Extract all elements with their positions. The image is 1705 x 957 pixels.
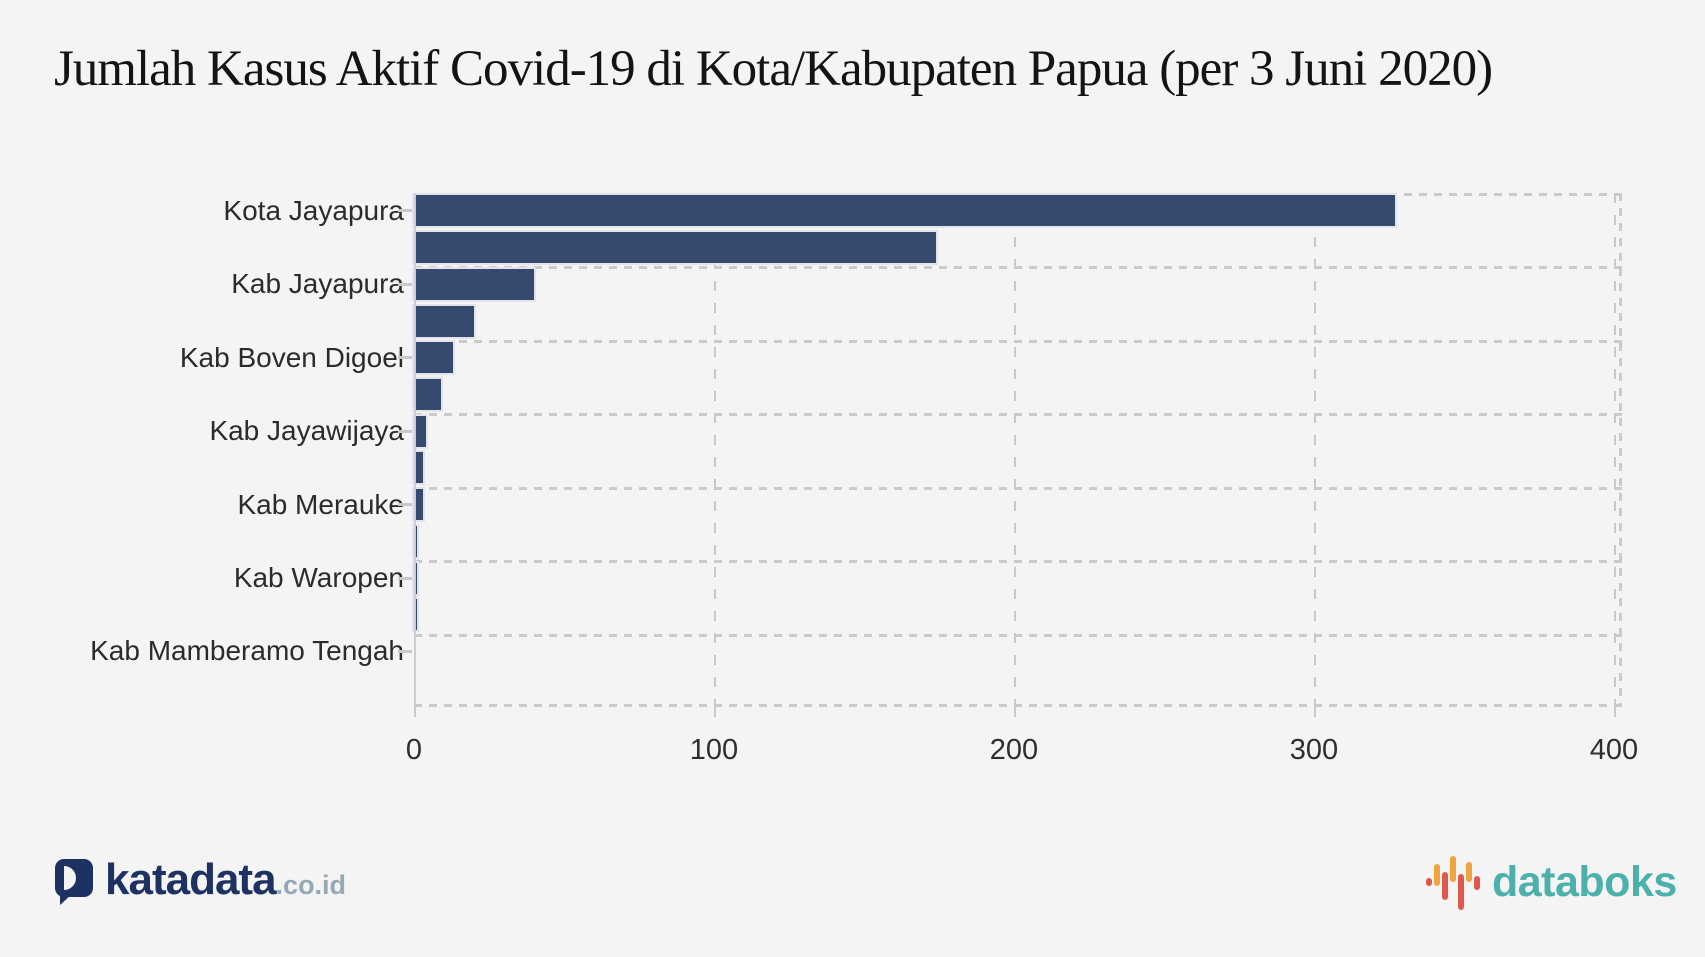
katadata-logo[interactable]: katadata.co.id [55, 854, 347, 908]
category-separator [414, 486, 1622, 490]
y-axis-tick [398, 209, 412, 213]
y-axis-tick [398, 576, 412, 580]
bar-kab-jayawijaya [414, 415, 426, 447]
bar-row-2 [414, 232, 936, 264]
x-axis-tick [1614, 707, 1616, 717]
bar-row-4 [414, 305, 474, 337]
x-axis-tick-label: 200 [989, 734, 1039, 766]
y-axis-label-kab-mamberamo-tengah: Kab Mamberamo Tengah [90, 635, 404, 667]
bar-kab-boven-digoel [414, 342, 453, 374]
gridline-x-100 [714, 193, 716, 707]
katadata-domain-suffix: .co.id [275, 869, 347, 900]
databoks-logo[interactable]: databoks [1426, 852, 1677, 912]
gridline-x-200 [1014, 193, 1016, 707]
x-axis-tick-label: 400 [1589, 734, 1639, 766]
bar-kab-merauke [414, 489, 423, 521]
katadata-d-icon [55, 859, 95, 905]
x-axis-tick [1314, 707, 1316, 717]
gridline-x-300 [1314, 193, 1316, 707]
bar-row-6 [414, 378, 441, 410]
gridline-x-400 [1614, 193, 1616, 707]
plot-border-right [1619, 193, 1622, 707]
category-separator [414, 413, 1622, 417]
y-axis-tick [398, 282, 412, 286]
x-axis-tick-label: 0 [405, 734, 423, 766]
bar-row-8 [414, 452, 423, 484]
category-separator [414, 560, 1622, 564]
y-axis-label-kab-waropen: Kab Waropen [233, 562, 404, 594]
x-axis-tick-label: 100 [689, 734, 739, 766]
databoks-bars-icon [1426, 852, 1484, 912]
x-axis-tick [714, 707, 716, 717]
y-axis-tick [398, 356, 412, 360]
y-axis-label-kab-merauke: Kab Merauke [237, 488, 404, 520]
y-axis-label-kab-boven-digoel: Kab Boven Digoel [179, 341, 404, 373]
bar-kota-jayapura [414, 195, 1395, 227]
plot-area [414, 193, 1622, 707]
y-axis-label-kab-jayapura: Kab Jayapura [231, 268, 404, 300]
katadata-wordmark: katadata.co.id [105, 854, 347, 904]
category-separator [414, 266, 1622, 270]
category-separator [414, 339, 1622, 343]
y-axis-line [414, 193, 416, 707]
x-axis-tick [1014, 707, 1016, 717]
bar-kab-jayapura [414, 268, 534, 300]
plot-border-bottom [414, 704, 1622, 707]
category-separator [414, 633, 1622, 637]
y-axis-label-kota-jayapura: Kota Jayapura [223, 194, 404, 226]
x-axis-tick-label: 300 [1289, 734, 1339, 766]
databoks-wordmark: databoks [1492, 857, 1677, 906]
x-axis-tick [414, 707, 416, 717]
y-axis-tick [398, 503, 412, 507]
chart-title: Jumlah Kasus Aktif Covid-19 di Kota/Kabu… [53, 41, 1493, 97]
plot-border-top [414, 193, 1622, 196]
y-axis-tick [398, 649, 412, 653]
y-axis-label-kab-jayawijaya: Kab Jayawijaya [209, 415, 404, 447]
y-axis-tick [398, 429, 412, 433]
